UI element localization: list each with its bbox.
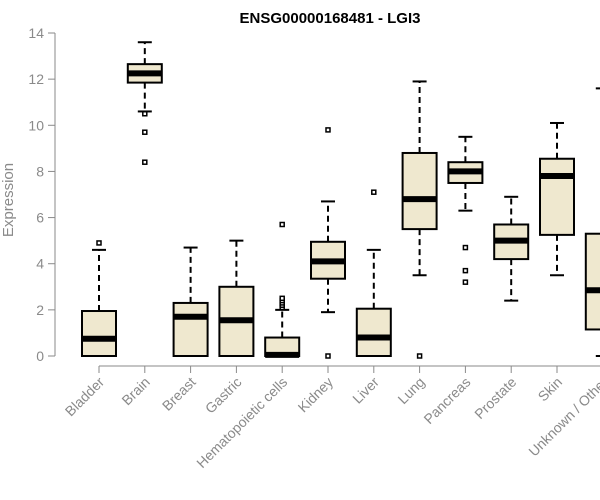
outlier-point [325, 353, 331, 359]
y-tick-label: 14 [28, 25, 44, 41]
outlier-point [142, 111, 148, 117]
box-liver [355, 189, 392, 358]
y-tick-label: 0 [36, 348, 44, 364]
outlier-point [371, 189, 377, 195]
outlier-point [279, 295, 285, 302]
outlier-point [96, 240, 102, 246]
y-tick-label: 10 [28, 117, 44, 133]
y-tick-label: 12 [28, 71, 44, 87]
y-tick-label: 2 [36, 302, 44, 318]
y-tick-label: 8 [36, 163, 44, 179]
x-tick-label: Bladder [62, 374, 108, 420]
box-bladder [81, 240, 117, 357]
x-tick-label: Gastric [202, 374, 245, 417]
outlier-point [462, 279, 469, 285]
x-tick-label: Breast [159, 374, 199, 414]
x-tick-label: Pancreas [420, 374, 473, 427]
iqr-box [401, 151, 438, 231]
iqr-box [355, 307, 392, 358]
box-hematopoietic-cells [264, 221, 301, 358]
iqr-box [584, 232, 600, 331]
box-lung [401, 80, 438, 359]
x-tick-label: Skin [535, 374, 566, 405]
outlier-point [279, 221, 285, 228]
iqr-box [172, 301, 209, 357]
x-tick-label: Kidney [295, 374, 337, 416]
x-tick-label: Prostate [471, 374, 519, 422]
y-axis-label: Expression [0, 163, 17, 237]
outlier-point [142, 129, 148, 135]
iqr-box [81, 310, 117, 357]
chart-title: ENSG00000168481 - LGI3 [240, 10, 421, 27]
box-breast [172, 246, 209, 357]
y-tick-label: 6 [36, 210, 44, 226]
y-axis: 0 2 4 6 8 10 12 14 [28, 25, 56, 364]
x-tick-label: Brain [118, 374, 152, 408]
box-brain [126, 41, 163, 165]
x-tick-label: Liver [349, 374, 382, 407]
box-unknown-other [584, 87, 600, 357]
outlier-point [142, 159, 148, 165]
outlier-point [462, 244, 469, 251]
outlier-point [462, 267, 469, 274]
x-tick-label: Lung [394, 374, 427, 407]
outlier-point [416, 353, 423, 359]
boxes-group [81, 41, 600, 359]
box-prostate [493, 195, 530, 302]
iqr-box [539, 157, 575, 236]
box-kidney [310, 127, 346, 359]
box-gastric [218, 239, 255, 357]
y-tick-label: 4 [36, 256, 44, 272]
x-tick-label: Hematopoietic cells [193, 374, 290, 471]
outlier-point [325, 127, 331, 133]
box-pancreas [447, 135, 484, 285]
box-skin [539, 121, 575, 277]
